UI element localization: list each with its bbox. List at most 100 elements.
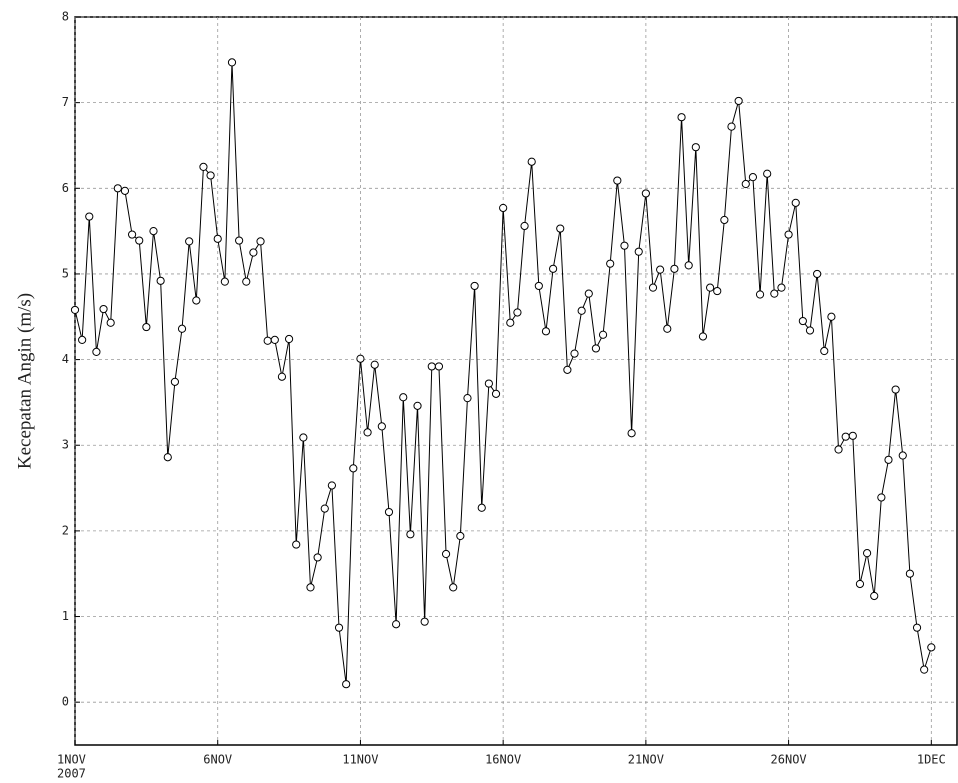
data-point bbox=[806, 327, 813, 334]
data-point bbox=[863, 550, 870, 557]
data-point bbox=[314, 554, 321, 561]
data-point bbox=[250, 249, 257, 256]
data-point bbox=[535, 282, 542, 289]
data-point bbox=[742, 180, 749, 187]
data-point bbox=[799, 317, 806, 324]
data-point bbox=[564, 366, 571, 373]
data-point bbox=[86, 213, 93, 220]
data-point bbox=[528, 158, 535, 165]
data-point bbox=[899, 452, 906, 459]
data-point bbox=[236, 237, 243, 244]
data-point bbox=[435, 363, 442, 370]
x-tick-label: 1DEC bbox=[917, 753, 946, 767]
data-point bbox=[921, 666, 928, 673]
data-point bbox=[671, 265, 678, 272]
data-point bbox=[892, 386, 899, 393]
y-tick-label: 7 bbox=[62, 95, 69, 109]
data-point bbox=[457, 532, 464, 539]
data-point bbox=[928, 644, 935, 651]
y-tick-label: 0 bbox=[62, 695, 69, 709]
y-tick-label: 6 bbox=[62, 181, 69, 195]
data-point bbox=[328, 482, 335, 489]
data-point bbox=[478, 504, 485, 511]
data-point bbox=[856, 580, 863, 587]
data-point bbox=[721, 216, 728, 223]
data-point bbox=[300, 434, 307, 441]
data-point bbox=[321, 505, 328, 512]
data-point bbox=[507, 319, 514, 326]
data-point bbox=[542, 328, 549, 335]
data-point bbox=[521, 222, 528, 229]
data-point bbox=[485, 380, 492, 387]
data-point bbox=[378, 423, 385, 430]
data-point bbox=[450, 584, 457, 591]
data-point bbox=[614, 177, 621, 184]
data-point bbox=[842, 433, 849, 440]
data-point bbox=[364, 429, 371, 436]
y-tick-label: 5 bbox=[62, 266, 69, 280]
data-point bbox=[79, 336, 86, 343]
data-point bbox=[792, 199, 799, 206]
data-point bbox=[828, 313, 835, 320]
data-point bbox=[585, 290, 592, 297]
data-point bbox=[692, 144, 699, 151]
data-point bbox=[913, 624, 920, 631]
data-point bbox=[778, 284, 785, 291]
data-point bbox=[649, 284, 656, 291]
data-point bbox=[550, 265, 557, 272]
data-point bbox=[871, 592, 878, 599]
data-point bbox=[664, 325, 671, 332]
data-point bbox=[728, 123, 735, 130]
data-point bbox=[607, 260, 614, 267]
data-point bbox=[71, 306, 78, 313]
data-point bbox=[571, 350, 578, 357]
data-point bbox=[207, 172, 214, 179]
data-point bbox=[849, 432, 856, 439]
data-point bbox=[442, 550, 449, 557]
plot-frame bbox=[75, 17, 957, 745]
y-tick-label: 3 bbox=[62, 438, 69, 452]
data-point bbox=[128, 231, 135, 238]
data-point bbox=[157, 277, 164, 284]
data-point bbox=[407, 531, 414, 538]
data-point bbox=[93, 348, 100, 355]
data-point bbox=[421, 618, 428, 625]
data-point bbox=[193, 297, 200, 304]
y-tick-label: 4 bbox=[62, 352, 69, 366]
data-point bbox=[264, 337, 271, 344]
data-point bbox=[200, 163, 207, 170]
data-point bbox=[164, 454, 171, 461]
data-point bbox=[257, 238, 264, 245]
data-point bbox=[678, 114, 685, 121]
data-point bbox=[835, 446, 842, 453]
data-point bbox=[121, 187, 128, 194]
chart: Kecepatan Angin (m/s) 2007 0123456781NOV… bbox=[0, 0, 958, 783]
data-point bbox=[285, 335, 292, 342]
y-tick-label: 8 bbox=[62, 10, 69, 24]
data-point bbox=[785, 231, 792, 238]
data-point bbox=[771, 290, 778, 297]
data-point bbox=[143, 323, 150, 330]
x-tick-label: 26NOV bbox=[771, 753, 807, 767]
x-tick-label: 21NOV bbox=[628, 753, 664, 767]
data-point bbox=[642, 190, 649, 197]
data-point bbox=[221, 278, 228, 285]
data-point bbox=[592, 345, 599, 352]
data-point bbox=[814, 270, 821, 277]
data-point bbox=[471, 282, 478, 289]
data-point bbox=[107, 319, 114, 326]
data-point bbox=[114, 185, 121, 192]
data-point bbox=[635, 248, 642, 255]
data-point bbox=[400, 394, 407, 401]
data-point bbox=[428, 363, 435, 370]
data-point bbox=[514, 309, 521, 316]
data-point bbox=[657, 266, 664, 273]
y-tick-label: 2 bbox=[62, 523, 69, 537]
x-tick-label: 16NOV bbox=[485, 753, 521, 767]
data-point bbox=[599, 331, 606, 338]
x-tick-label: 6NOV bbox=[203, 753, 232, 767]
data-point bbox=[685, 262, 692, 269]
y-axis-label: Kecepatan Angin (m/s) bbox=[14, 293, 35, 469]
data-point bbox=[357, 355, 364, 362]
data-point bbox=[735, 97, 742, 104]
